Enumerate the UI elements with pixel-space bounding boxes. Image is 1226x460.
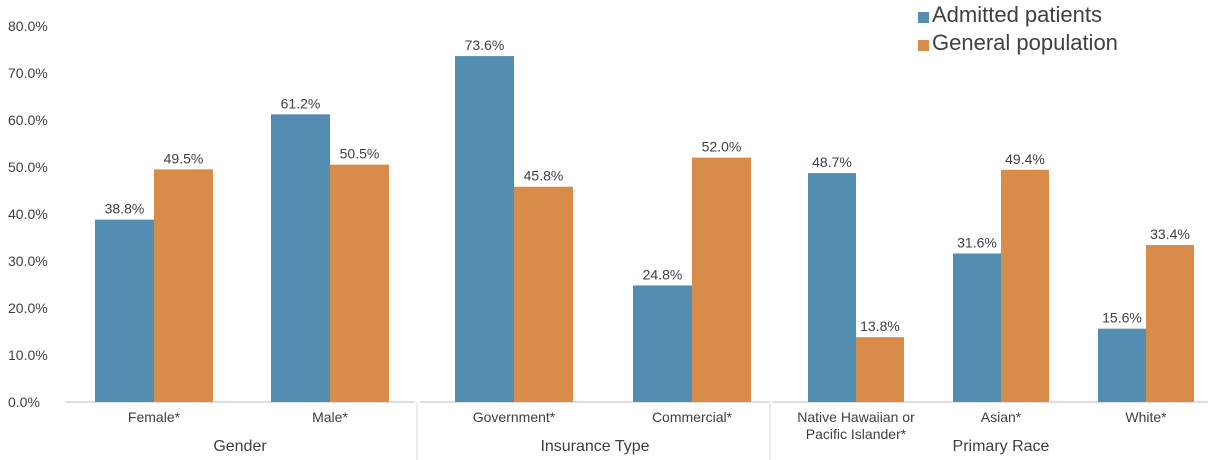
y-tick-label: 40.0% <box>8 206 48 222</box>
y-tick-label: 0.0% <box>8 394 40 410</box>
y-tick-label: 20.0% <box>8 300 48 316</box>
data-label: 52.0% <box>702 139 742 155</box>
category-label: Female* <box>128 409 181 425</box>
bar-admitted <box>953 253 1001 402</box>
category-label: White* <box>1125 409 1167 425</box>
data-label: 45.8% <box>524 168 564 184</box>
bar-general <box>154 169 213 402</box>
data-label: 24.8% <box>643 266 683 282</box>
bar-admitted <box>95 219 154 402</box>
bar-admitted <box>1098 328 1146 402</box>
group-label: Insurance Type <box>540 438 649 455</box>
legend-swatch <box>918 40 929 51</box>
data-label: 49.5% <box>164 150 204 166</box>
bar-general <box>856 337 904 402</box>
data-label: 33.4% <box>1150 226 1190 242</box>
bar-general <box>692 157 751 402</box>
data-label: 38.8% <box>105 201 145 217</box>
y-tick-label: 80.0% <box>8 18 48 34</box>
data-label: 73.6% <box>465 37 505 53</box>
category-label: Male* <box>312 409 348 425</box>
bar-general <box>330 164 389 402</box>
bar-admitted <box>633 285 692 402</box>
legend-label: Admitted patients <box>932 2 1102 27</box>
category-label: Government* <box>473 409 556 425</box>
y-tick-label: 30.0% <box>8 253 48 269</box>
bar-admitted <box>455 56 514 402</box>
bar-admitted <box>271 114 330 403</box>
category-label: Commercial* <box>652 409 733 425</box>
data-label: 49.4% <box>1005 151 1045 167</box>
legend-label: General population <box>932 30 1118 55</box>
y-tick-label: 10.0% <box>8 347 48 363</box>
bar-general <box>1146 245 1194 402</box>
legend-swatch <box>918 12 929 23</box>
bar-admitted <box>808 173 856 402</box>
data-label: 13.8% <box>860 318 900 334</box>
category-label: Asian* <box>981 409 1022 425</box>
category-label: Native Hawaiian or Pacific Islander* <box>797 409 915 442</box>
data-label: 31.6% <box>957 234 997 250</box>
group-label: Gender <box>213 438 267 455</box>
group-label: Primary Race <box>953 438 1050 455</box>
bar-general <box>514 186 573 402</box>
bar-general <box>1001 169 1049 402</box>
y-tick-label: 70.0% <box>8 65 48 81</box>
y-tick-label: 60.0% <box>8 112 48 128</box>
data-label: 15.6% <box>1102 310 1142 326</box>
data-label: 61.2% <box>281 95 321 111</box>
data-label: 50.5% <box>340 146 380 162</box>
data-label: 48.7% <box>812 154 852 170</box>
y-tick-label: 50.0% <box>8 159 48 175</box>
